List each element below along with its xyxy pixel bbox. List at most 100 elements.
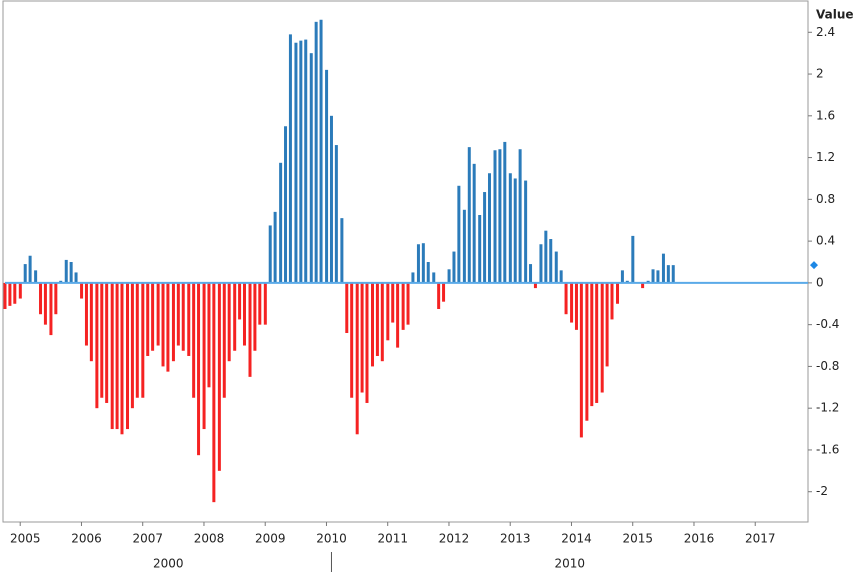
bar xyxy=(294,42,298,283)
bar xyxy=(625,280,629,283)
bar xyxy=(146,282,150,356)
bar xyxy=(151,282,155,351)
y-tick-label: 2 xyxy=(816,67,824,81)
bar xyxy=(161,282,165,367)
last-value-marker xyxy=(810,261,818,270)
bar xyxy=(426,262,430,283)
bar xyxy=(64,259,68,283)
x-tick-label: 2016 xyxy=(684,532,715,546)
y-tick-label: 1.2 xyxy=(816,150,835,164)
x-tick-label: 2017 xyxy=(745,532,776,546)
bar xyxy=(284,126,288,283)
bar xyxy=(656,270,660,283)
bar xyxy=(442,282,446,302)
y-tick-label: 2.4 xyxy=(816,25,835,39)
bar xyxy=(34,270,38,283)
bar xyxy=(54,282,58,315)
bar xyxy=(3,282,7,309)
bar xyxy=(380,282,384,362)
bar xyxy=(493,150,497,283)
x-tick-label: 2015 xyxy=(622,532,653,546)
bar xyxy=(671,265,675,283)
bar xyxy=(360,282,364,393)
bar xyxy=(217,282,221,471)
bar xyxy=(508,173,512,283)
bar xyxy=(319,19,323,283)
bar xyxy=(467,147,471,283)
y-tick-label: 0 xyxy=(816,275,824,289)
bar xyxy=(207,282,211,388)
bar xyxy=(457,185,461,283)
bar xyxy=(355,282,359,435)
bar xyxy=(141,282,145,398)
bar xyxy=(18,282,22,299)
bar xyxy=(529,264,533,283)
x-group-label: 2010 xyxy=(554,557,585,571)
bar xyxy=(620,270,624,283)
bar xyxy=(263,282,267,325)
bar xyxy=(487,173,491,283)
bar xyxy=(23,264,27,283)
bar xyxy=(340,218,344,283)
bar xyxy=(513,178,517,283)
bar xyxy=(325,69,329,283)
bar xyxy=(8,282,12,306)
y-tick-label: 0.4 xyxy=(816,234,835,248)
bar xyxy=(651,269,655,283)
bar xyxy=(574,282,578,330)
bar xyxy=(570,282,574,323)
bar xyxy=(406,282,410,325)
bar xyxy=(544,230,548,283)
x-tick-label: 2010 xyxy=(316,532,347,546)
x-tick-label: 2008 xyxy=(194,532,225,546)
bar xyxy=(483,192,487,283)
x-tick-label: 2007 xyxy=(132,532,163,546)
bar xyxy=(171,282,175,362)
x-tick-label: 2009 xyxy=(255,532,286,546)
bar xyxy=(478,215,482,283)
bar xyxy=(641,282,645,289)
y-tick-label: -0.8 xyxy=(816,359,839,373)
bar xyxy=(299,40,303,283)
bar xyxy=(524,180,528,283)
bar xyxy=(156,282,160,346)
bar xyxy=(258,282,262,325)
bar xyxy=(661,253,665,283)
bar xyxy=(549,239,553,283)
bar xyxy=(176,282,180,346)
x-tick-label: 2013 xyxy=(500,532,531,546)
bar xyxy=(600,282,604,393)
bar xyxy=(432,272,436,283)
y-tick-label: 0.8 xyxy=(816,192,835,206)
bar xyxy=(334,145,338,283)
bar xyxy=(345,282,349,334)
bar xyxy=(610,282,614,320)
bar xyxy=(238,282,242,320)
bar xyxy=(539,244,543,283)
bar xyxy=(605,282,609,367)
bar xyxy=(212,282,216,503)
bar xyxy=(105,282,109,403)
bar xyxy=(28,255,32,283)
bar xyxy=(365,282,369,403)
bar xyxy=(248,282,252,377)
bar xyxy=(253,282,257,351)
bar xyxy=(554,251,558,283)
y-tick-label: -0.4 xyxy=(816,317,839,331)
bar xyxy=(518,149,522,283)
bar xyxy=(39,282,43,315)
bar xyxy=(421,243,425,283)
x-tick-label: 2012 xyxy=(439,532,470,546)
bar xyxy=(447,269,451,283)
bar xyxy=(452,251,456,283)
bar xyxy=(416,244,420,283)
bar xyxy=(181,282,185,351)
bar xyxy=(350,282,354,398)
bar xyxy=(666,265,670,283)
bar xyxy=(166,282,170,372)
y-tick-label: -1.6 xyxy=(816,442,839,456)
bar xyxy=(202,282,206,430)
bar xyxy=(564,282,568,315)
bar xyxy=(69,262,73,283)
